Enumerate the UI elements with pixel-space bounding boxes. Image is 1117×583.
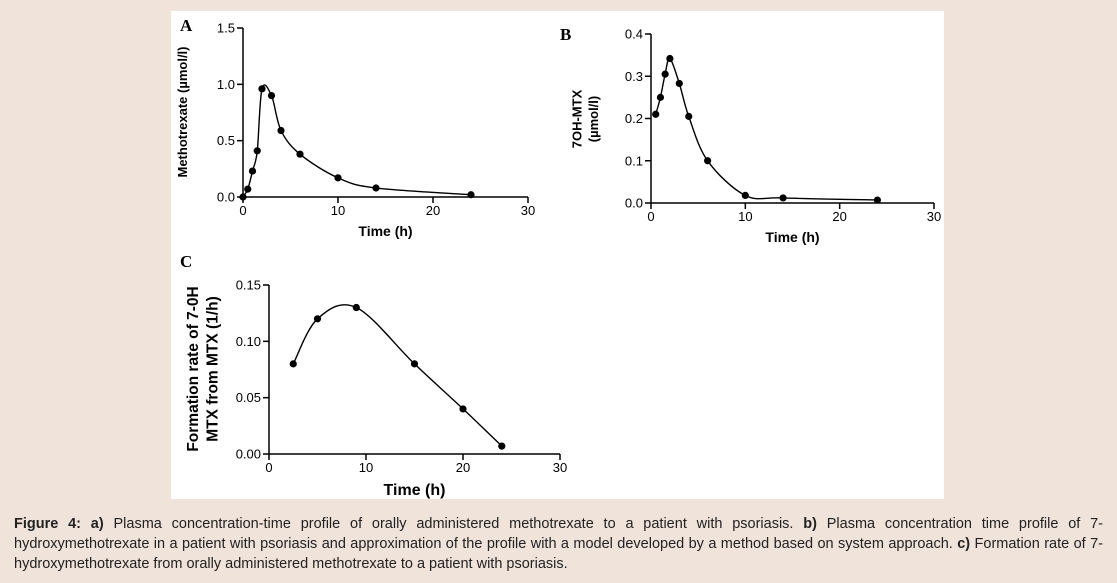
- chart-b-y-tick-label: 0.4: [625, 27, 643, 42]
- chart-a-data-point: [267, 92, 276, 100]
- chart-b-x-tick-label: 10: [738, 209, 752, 224]
- chart-a-x-tick-label: 0: [239, 203, 246, 218]
- chart-a-data-point: [372, 184, 380, 192]
- chart-b-x-axis-title: Time (h): [765, 229, 819, 245]
- chart-b-data-point: [873, 196, 882, 204]
- chart-a-data-point: [239, 193, 247, 201]
- chart-a-data-point: [244, 185, 252, 193]
- chart-a-panel-letter: A: [180, 16, 193, 35]
- chart-a-y-tick-label: 0.5: [217, 133, 235, 148]
- chart-c-x-tick-label: 30: [553, 460, 567, 475]
- chart-b-data-point: [741, 191, 749, 199]
- chart-b-x-tick-label: 30: [927, 209, 941, 224]
- chart-c-y-tick-label: 0.05: [236, 390, 261, 405]
- chart-a-y-axis-title: Methotrexate (µmol/l): [175, 46, 190, 177]
- chart-b-y-tick-label: 0.0: [625, 196, 643, 211]
- chart-b-y-tick-label: 0.3: [625, 69, 643, 84]
- chart-c-y-tick-label: 0.10: [236, 334, 261, 349]
- chart-c-y-tick-label: 0.15: [236, 278, 261, 293]
- caption-figure-label: Figure 4:: [14, 516, 81, 532]
- chart-b-data-point: [652, 110, 660, 118]
- figure-caption: Figure 4: a) Plasma concentration-time p…: [14, 514, 1103, 574]
- chart-b-y-tick-label: 0.2: [625, 111, 643, 126]
- chart-b-data-point: [675, 79, 683, 88]
- chart-a-data-point: [277, 126, 285, 135]
- chart-a-y-tick-label: 0.0: [217, 190, 235, 205]
- chart-b-data-point: [779, 194, 787, 202]
- chart-a-x-tick-label: 30: [521, 203, 535, 218]
- chart-a-data-point: [334, 174, 342, 182]
- chart-b-data-point: [685, 112, 693, 120]
- chart-a-data-point: [248, 167, 257, 175]
- chart-c-panel-letter: C: [180, 252, 192, 271]
- chart-b-y-tick-label: 0.1: [625, 153, 643, 168]
- chart-a-data-point: [296, 150, 304, 158]
- chart-c-y-tick-label: 0.00: [236, 447, 261, 462]
- caption-part-a-text: Plasma concentration-time profile of ora…: [103, 516, 804, 532]
- chart-c-x-tick-label: 10: [359, 460, 373, 475]
- chart-c-series-line: [292, 304, 503, 447]
- caption-part-a-label: a): [90, 516, 104, 532]
- chart-b-data-point: [704, 157, 712, 165]
- chart-a-x-tick-label: 20: [426, 203, 440, 218]
- chart-a-data-point: [253, 147, 261, 155]
- chart-b-x-tick-label: 0: [647, 209, 654, 224]
- chart-c-data-point: [313, 315, 322, 323]
- chart-b-x-tick-label: 20: [832, 209, 846, 224]
- chart-c-data-point: [498, 442, 506, 450]
- chart-c-x-axis-title: Time (h): [384, 482, 446, 499]
- chart-b-panel-letter: B: [560, 25, 571, 44]
- chart-a-y-tick-label: 1.5: [217, 21, 235, 36]
- chart-a-data-point: [467, 191, 475, 199]
- chart-c-data-point: [352, 303, 360, 312]
- chart-a-data-point: [258, 85, 266, 93]
- chart-a-y-tick-label: 1.0: [217, 77, 235, 92]
- charts-canvas: A 0.0 0.5 1.0 1.5 0 10 20 30 Time (h) Methotrexate…: [175, 16, 941, 499]
- caption-part-b-label: b): [803, 516, 817, 532]
- caption-part-c-text: Formation rate of 7-hydroxymethotrexate …: [14, 536, 1103, 572]
- chart-a-x-axis-title: Time (h): [358, 223, 412, 239]
- chart-c-data-point: [459, 405, 467, 413]
- chart-c-x-tick-label: 20: [456, 460, 470, 475]
- caption-part-b-text: Plasma concentration time profile of 7-h…: [14, 516, 1103, 552]
- chart-b-data-point: [661, 70, 669, 78]
- chart-b-y-axis-title: 7OH-MTX(µmol/l): [570, 89, 601, 148]
- caption-part-c-label: c): [957, 536, 971, 552]
- chart-a-x-tick-label: 10: [331, 203, 345, 218]
- chart-b-data-point: [656, 93, 665, 101]
- chart-c-data-point: [410, 360, 419, 368]
- chart-a-series-line: [242, 84, 472, 198]
- chart-b-data-point: [666, 54, 674, 63]
- chart-c-y-axis-title: Formation rate of 7-0H MTX from MTX (1/h): [185, 286, 221, 451]
- chart-b-series-line: [655, 57, 878, 201]
- chart-c-x-tick-label: 0: [265, 460, 272, 475]
- figure-panel: A 0.0 0.5 1.0 1.5 0 10 20 30 Time (h) Methotrexate…: [171, 11, 944, 499]
- chart-c-data-point: [289, 360, 297, 368]
